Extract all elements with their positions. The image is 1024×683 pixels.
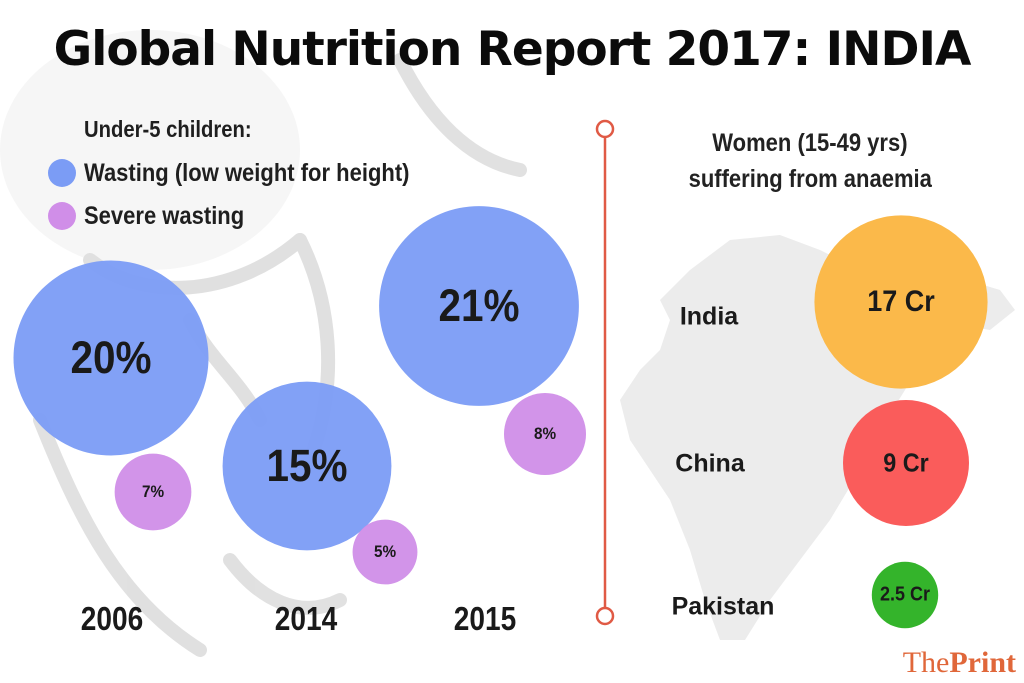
anaemia-pakistan-label: 2.5 Cr <box>879 583 931 606</box>
anaemia-india-bubble <box>814 215 988 389</box>
wasting-2015-bubble <box>379 206 579 406</box>
country-label-pakistan: Pakistan <box>671 592 775 621</box>
brand-logo-the: The <box>902 646 950 679</box>
brand-logo-print: Print <box>949 646 1016 679</box>
page-title: Global Nutrition Report 2017: INDIA <box>53 22 972 77</box>
legend-label-severe-wasting: Severe wasting <box>84 201 245 230</box>
legend-item-severe-wasting: Severe wasting <box>48 201 266 231</box>
country-label-india: India <box>679 302 739 331</box>
anaemia-heading-line2: suffering from anaemia <box>688 165 932 193</box>
country-label-china: China <box>675 449 745 478</box>
legend-item-wasting: Wasting (low weight for height) <box>48 158 454 188</box>
wasting-2006-bubble <box>13 260 209 456</box>
severe-wasting-2014-bubble <box>352 519 418 585</box>
legend-heading: Under-5 children: <box>84 116 252 142</box>
anaemia-heading: Women (15-49 yrs) suffering from anaemia <box>640 125 980 197</box>
anaemia-china-label: 9 Cr <box>883 447 929 478</box>
severe-wasting-2015-label: 8% <box>533 424 557 443</box>
wasting-2014-bubble <box>222 381 392 551</box>
legend-swatch-wasting <box>48 159 76 187</box>
severe-wasting-2015-bubble <box>503 392 587 476</box>
year-label-2006: 2006 <box>80 600 144 637</box>
anaemia-india-label: 17 Cr <box>867 285 935 318</box>
severe-wasting-2014-label: 5% <box>373 542 397 561</box>
wasting-2014-label: 15% <box>266 440 348 491</box>
year-label-2015: 2015 <box>453 600 517 637</box>
divider-top-node <box>595 119 615 139</box>
severe-wasting-2006-bubble <box>114 453 192 531</box>
wasting-2006-label: 20% <box>70 332 152 383</box>
anaemia-pakistan-bubble <box>871 561 939 629</box>
severe-wasting-2006-label: 7% <box>141 482 165 501</box>
anaemia-china-bubble <box>843 400 969 526</box>
year-label-2014: 2014 <box>274 600 338 637</box>
brand-logo: ThePrint <box>903 646 1016 680</box>
wasting-2015-label: 21% <box>438 280 520 331</box>
anaemia-heading-line1: Women (15-49 yrs) <box>712 129 908 157</box>
legend-swatch-severe-wasting <box>48 202 76 230</box>
legend-label-wasting: Wasting (low weight for height) <box>84 158 410 187</box>
divider-bottom-node <box>595 606 615 626</box>
